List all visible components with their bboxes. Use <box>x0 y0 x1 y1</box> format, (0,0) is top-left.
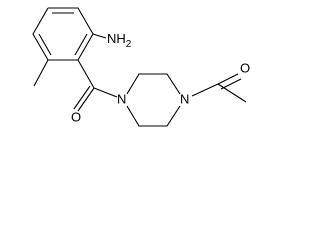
atom-label: NH2 <box>107 31 132 49</box>
atom-label: O <box>240 60 250 75</box>
acetyl-methyl-bond <box>217 83 247 103</box>
structure-diagram: NH2 O N N O <box>32 7 250 127</box>
carbonyl-double-bond <box>73 85 91 110</box>
acetyl-bond <box>191 83 219 97</box>
acetyl-double-bond <box>217 73 239 85</box>
methyl-bond <box>33 59 49 87</box>
aromatic-bond <box>38 33 52 56</box>
amine-bond <box>92 33 107 39</box>
benzene-ring <box>32 7 94 61</box>
aromatic-bond <box>74 33 88 56</box>
atom-label-main: NH <box>107 31 126 46</box>
atom-label: N <box>180 91 189 106</box>
bonds <box>32 7 247 127</box>
amide-bond <box>93 87 118 98</box>
piperazine-bond <box>126 73 181 95</box>
atom-label-subscript: 2 <box>126 39 132 50</box>
carbonyl-bond <box>77 59 95 89</box>
atom-label: N <box>117 91 126 106</box>
carbonyl-double-bond <box>77 87 95 112</box>
atom-label: O <box>71 109 81 124</box>
acetyl-double-bond <box>220 78 242 90</box>
piperazine-bond <box>126 105 181 127</box>
